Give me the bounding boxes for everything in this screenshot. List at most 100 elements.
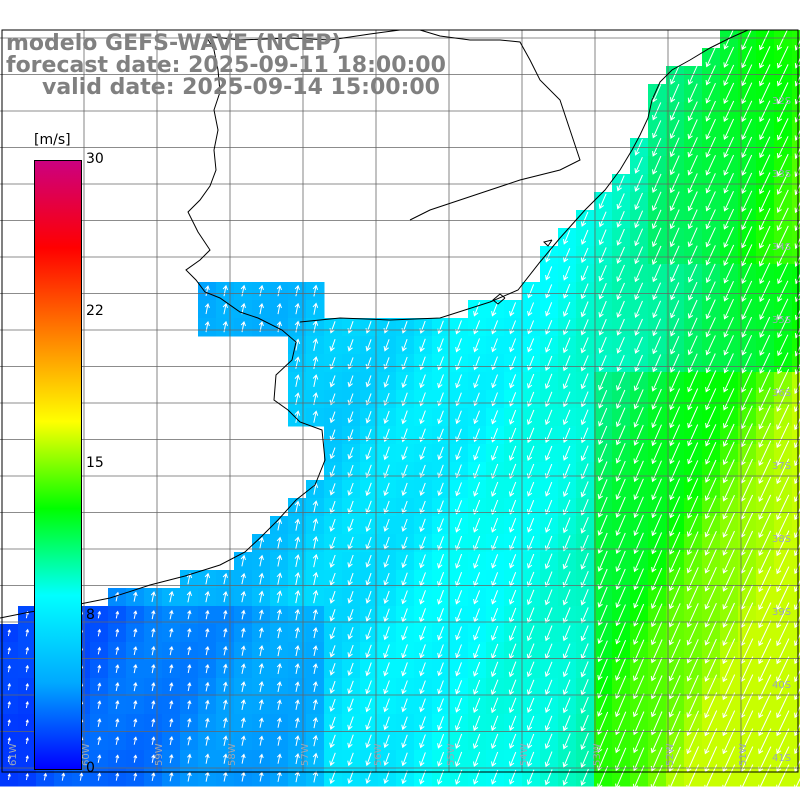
wind-arrow [473, 535, 481, 551]
wind-arrow [598, 425, 608, 446]
wind-arrow [740, 387, 753, 412]
wind-arrow [598, 193, 607, 210]
wind-arrow [294, 518, 301, 531]
speed-cell [792, 732, 800, 751]
wind-arrow [686, 603, 699, 628]
wind-arrow [544, 409, 553, 426]
wind-arrow [723, 64, 735, 86]
wind-arrow [687, 137, 698, 158]
wind-arrow [705, 299, 716, 320]
wind-arrow [365, 644, 372, 659]
wind-arrow [151, 718, 156, 727]
wind-arrow [365, 500, 372, 515]
wind-arrow [7, 719, 11, 727]
wind-arrow [258, 572, 265, 585]
wind-arrow [580, 247, 589, 264]
wind-arrow [294, 626, 300, 639]
wind-arrow [776, 548, 790, 575]
wind-arrow [25, 737, 29, 745]
wind-arrow [723, 335, 734, 356]
wind-arrow [240, 663, 246, 674]
wind-arrow [741, 64, 753, 87]
wind-arrow [97, 772, 102, 781]
wind-arrow [329, 465, 336, 478]
wind-arrow [686, 621, 699, 646]
wind-arrow [276, 717, 282, 728]
wind-arrow [437, 518, 444, 533]
wind-arrow [668, 764, 681, 791]
wind-arrow [347, 429, 354, 442]
wind-arrow [383, 554, 390, 568]
wind-arrow [526, 625, 535, 642]
wind-arrow [347, 447, 354, 460]
wind-arrow [7, 682, 11, 691]
wind-arrow [401, 518, 408, 532]
speed-cell [792, 444, 800, 463]
wind-arrow [615, 747, 627, 772]
wind-arrow [258, 554, 264, 567]
wind-arrow [669, 137, 680, 158]
wind-arrow [491, 338, 498, 353]
wind-arrow [598, 337, 607, 354]
wind-arrow [544, 751, 553, 768]
wind-arrow [527, 553, 535, 569]
wind-arrow [509, 589, 517, 605]
speed-cell [792, 372, 800, 391]
wind-arrow [598, 229, 607, 246]
speed-cell [792, 534, 800, 553]
wind-arrow [365, 554, 372, 568]
wind-arrow [365, 698, 372, 713]
wind-arrow [705, 335, 716, 356]
wind-arrow [312, 608, 318, 621]
speed-cell [792, 480, 800, 499]
wind-arrow [312, 716, 318, 729]
lon-label: 53W [592, 743, 603, 766]
wind-arrow [758, 405, 771, 430]
wind-arrow [633, 424, 644, 446]
wind-arrow [722, 728, 736, 755]
wind-arrow [687, 173, 698, 194]
wind-arrow [634, 157, 643, 174]
wind-arrow [473, 302, 481, 317]
wind-arrow [383, 752, 390, 767]
wind-arrow [597, 711, 609, 735]
wind-arrow [365, 428, 372, 442]
wind-arrow [723, 244, 735, 266]
wind-arrow [401, 339, 408, 352]
wind-arrow [670, 335, 680, 355]
wind-arrow [312, 589, 319, 604]
wind-arrow [258, 302, 264, 315]
wind-arrow [25, 755, 29, 763]
wind-arrow [705, 136, 716, 158]
wind-arrow [383, 446, 390, 461]
wind-arrow [723, 136, 735, 158]
wind-arrow [776, 368, 790, 394]
wind-arrow [133, 700, 138, 710]
wind-arrow [597, 622, 608, 645]
wind-arrow [473, 338, 480, 353]
wind-arrow [704, 584, 717, 610]
wind-arrow [741, 298, 753, 320]
wind-arrow [634, 228, 644, 247]
wind-arrow [240, 699, 246, 710]
wind-arrow [580, 355, 589, 372]
wind-arrow [401, 554, 408, 569]
wind-arrow [723, 298, 734, 320]
wind-arrow [633, 532, 644, 555]
wind-arrow [759, 352, 771, 374]
wind-arrow [25, 646, 30, 655]
wind-arrow [652, 137, 662, 157]
wind-arrow [545, 320, 553, 335]
speed-cell [792, 750, 800, 769]
wind-arrow [294, 608, 300, 621]
wind-arrow [687, 442, 699, 465]
wind-arrow [741, 353, 752, 374]
wind-arrow [276, 590, 283, 603]
lon-label: 60W [81, 743, 92, 766]
wind-arrow [241, 753, 246, 764]
wind-arrow [329, 680, 336, 694]
wind-arrow [437, 662, 444, 677]
wind-arrow [276, 554, 283, 567]
wind-arrow [652, 318, 662, 337]
wind-arrow [473, 499, 481, 515]
